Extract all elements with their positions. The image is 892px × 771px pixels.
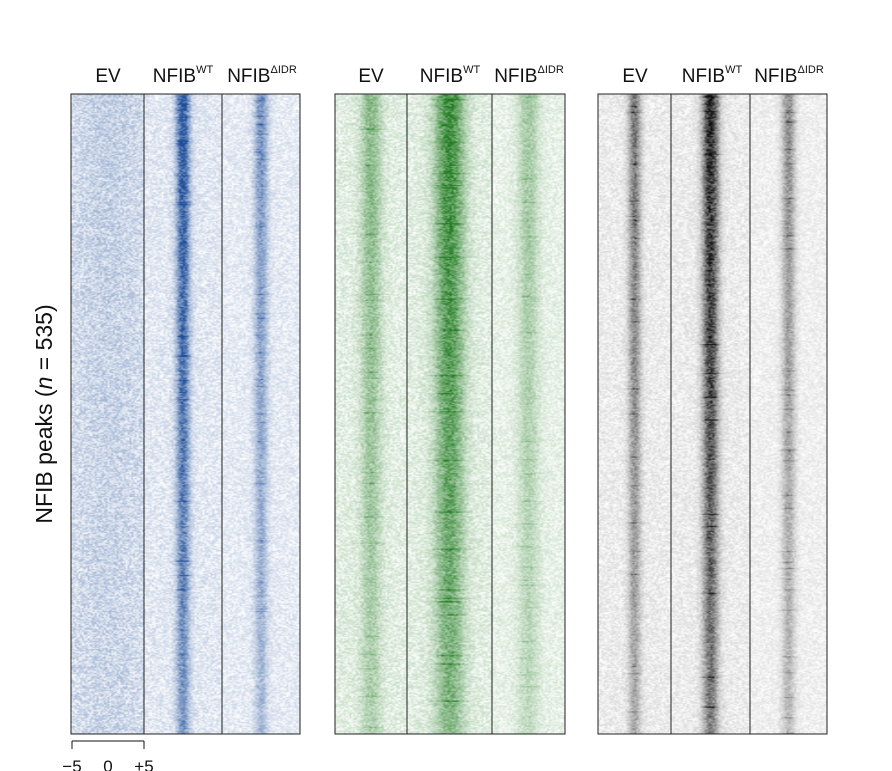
heatmap-blue-column-3 [222,94,300,734]
heatmap-panel-black: EV NFIBWT NFIBΔIDR [597,64,828,735]
heatmap-blue-column-2 [144,94,222,734]
heatmap-panels: EV NFIBWT NFIBΔIDR EV NFIBWT NFIBΔIDR EV NFIBWT… [70,64,828,735]
x-scale-bar: −5 0 +5 [62,740,154,771]
heatmap-black-column-3 [750,94,827,734]
column-label-blue-2: NFIBWT [153,64,214,87]
y-axis-label: NFIB peaks (n = 535) [31,304,57,523]
heatmap-panel-green: EV NFIBWT NFIBΔIDR [334,64,566,735]
heatmap-green-column-3 [492,94,565,734]
column-label-green-2: NFIBWT [420,64,481,87]
heatmap-black-column-1 [598,94,671,734]
column-label-black-1: EV [622,66,648,87]
column-label-black-3: NFIBΔIDR [754,64,824,87]
column-label-blue-3: NFIBΔIDR [227,64,297,87]
heatmap-green-column-2 [407,94,492,734]
column-label-green-3: NFIBΔIDR [494,64,564,87]
heatmap-panel-blue: EV NFIBWT NFIBΔIDR [70,64,301,735]
heatmap-frame-blue [70,93,301,735]
heatmap-blue-column-1 [71,94,144,734]
column-label-black-2: NFIBWT [682,64,743,87]
heatmap-green-column-1 [335,94,407,734]
x-tick-plus5: +5 [134,757,153,771]
heatmap-black-column-2 [671,94,750,734]
x-tick-0: 0 [103,757,112,771]
column-label-green-1: EV [358,66,384,87]
x-tick-minus5: −5 [62,757,81,771]
heatmap-frame-black [597,93,828,735]
column-label-blue-1: EV [95,66,121,87]
heatmap-frame-green [334,93,566,735]
